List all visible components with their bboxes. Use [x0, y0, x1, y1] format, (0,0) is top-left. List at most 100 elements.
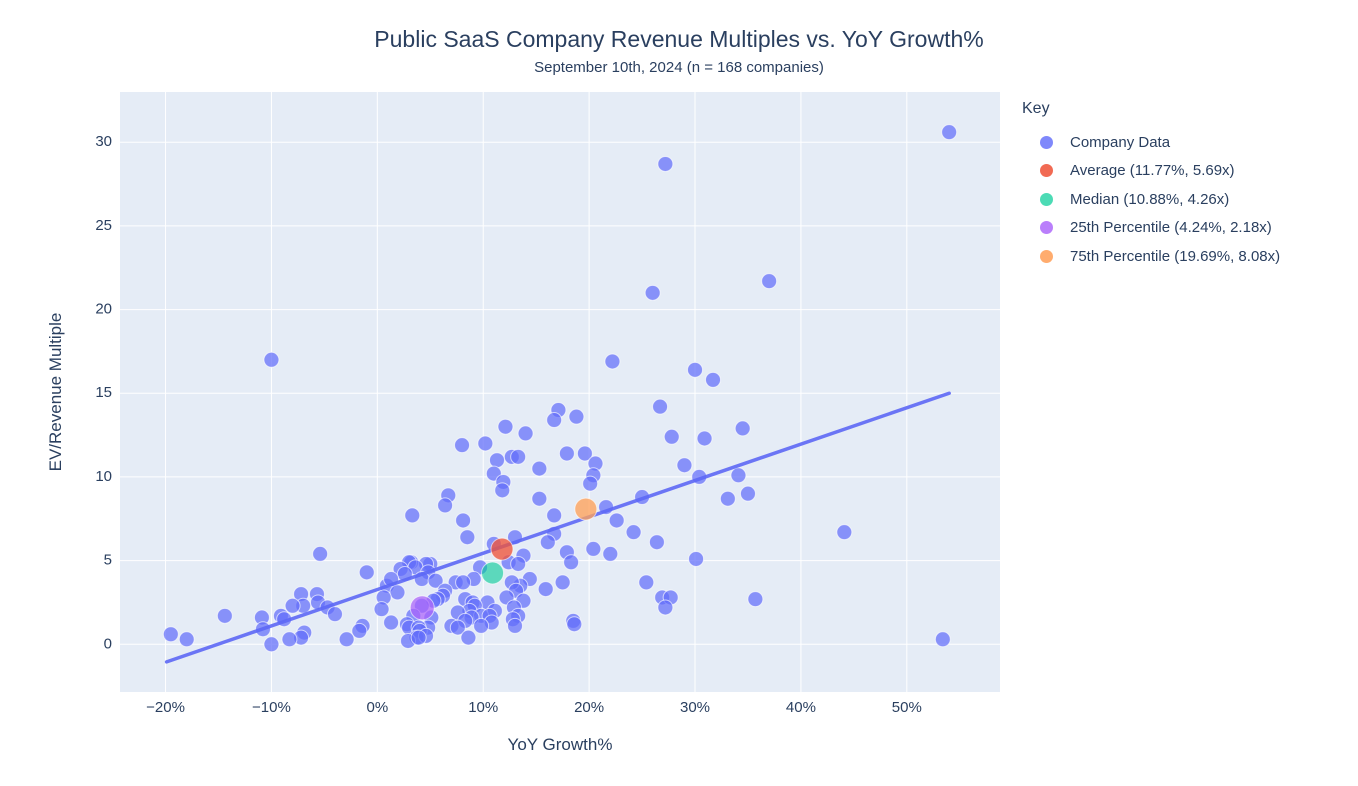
data-point[interactable] [410, 629, 427, 646]
data-point[interactable] [576, 445, 593, 462]
legend-item-company-data[interactable]: Company Data [1022, 128, 1352, 157]
data-point[interactable] [455, 574, 472, 591]
data-point[interactable] [510, 555, 527, 572]
data-point[interactable] [473, 617, 490, 634]
data-point[interactable] [761, 273, 778, 290]
data-point[interactable] [687, 361, 704, 378]
data-point[interactable] [934, 631, 951, 648]
data-point[interactable] [657, 155, 674, 172]
y-tick-label: 10 [95, 468, 112, 485]
data-point[interactable] [648, 534, 665, 551]
legend-item-label: Average (11.77%, 5.69x) [1070, 162, 1235, 180]
data-point[interactable] [539, 534, 556, 551]
x-tick-label: 50% [892, 699, 922, 716]
data-point[interactable] [638, 574, 655, 591]
data-point[interactable] [566, 616, 583, 633]
data-point[interactable] [836, 524, 853, 541]
data-point[interactable] [284, 597, 301, 614]
data-point[interactable] [747, 591, 764, 608]
data-point[interactable] [459, 529, 476, 546]
data-point[interactable] [497, 418, 514, 435]
data-point[interactable] [437, 497, 454, 514]
x-tick-label: −20% [146, 699, 185, 716]
legend-item-median[interactable]: Median (10.88%, 4.26x) [1022, 185, 1352, 214]
data-point[interactable] [263, 636, 280, 653]
data-point[interactable] [488, 452, 505, 469]
data-point[interactable] [216, 607, 233, 624]
data-point[interactable] [625, 524, 642, 541]
data-point[interactable] [326, 606, 343, 623]
data-point[interactable] [389, 584, 406, 601]
data-point[interactable] [730, 467, 747, 484]
data-point[interactable] [338, 631, 355, 648]
y-tick-label: 0 [104, 635, 112, 652]
data-point[interactable] [494, 482, 511, 499]
data-point[interactable] [739, 485, 756, 502]
data-point[interactable] [582, 475, 599, 492]
25th-percentile-marker[interactable] [409, 595, 435, 621]
data-point[interactable] [454, 437, 471, 454]
data-point[interactable] [358, 564, 375, 581]
data-point[interactable] [585, 540, 602, 557]
y-tick-label: 30 [95, 133, 112, 150]
data-point[interactable] [517, 425, 534, 442]
chart-title: Public SaaS Company Revenue Multiples vs… [374, 26, 984, 52]
legend-item-label: Median (10.88%, 4.26x) [1070, 190, 1230, 208]
legend-item-75th-percentile[interactable]: 75th Percentile (19.69%, 8.08x) [1022, 242, 1352, 271]
data-point[interactable] [644, 284, 661, 301]
data-point[interactable] [351, 622, 368, 639]
data-point[interactable] [602, 545, 619, 562]
data-point[interactable] [734, 420, 751, 437]
data-point[interactable] [719, 490, 736, 507]
median-swatch-icon [1040, 192, 1053, 206]
data-point[interactable] [676, 457, 693, 474]
x-tick-label: 30% [680, 699, 710, 716]
data-point[interactable] [312, 545, 329, 562]
average-swatch-icon [1040, 164, 1053, 178]
data-point[interactable] [263, 351, 280, 368]
data-point[interactable] [455, 512, 472, 529]
average-marker[interactable] [490, 537, 514, 561]
data-point[interactable] [178, 631, 195, 648]
data-point[interactable] [608, 512, 625, 529]
data-point[interactable] [477, 435, 494, 452]
data-point[interactable] [696, 430, 713, 447]
y-tick-label: 25 [95, 217, 112, 234]
data-point[interactable] [281, 631, 298, 648]
data-point[interactable] [554, 574, 571, 591]
company-data-swatch-icon [1040, 135, 1053, 149]
data-point[interactable] [506, 617, 523, 634]
median-marker[interactable] [481, 561, 505, 585]
data-point[interactable] [688, 550, 705, 567]
legend-item-average[interactable]: Average (11.77%, 5.69x) [1022, 157, 1352, 186]
data-point[interactable] [652, 398, 669, 415]
x-tick-label: −10% [252, 699, 291, 716]
data-point[interactable] [404, 507, 421, 524]
x-tick-label: 40% [786, 699, 816, 716]
data-point[interactable] [563, 554, 580, 571]
data-point[interactable] [941, 124, 958, 141]
data-point[interactable] [537, 581, 554, 598]
data-point[interactable] [531, 490, 548, 507]
data-point[interactable] [531, 460, 548, 477]
data-point[interactable] [449, 619, 466, 636]
legend-item-label: Company Data [1070, 133, 1171, 151]
data-point[interactable] [663, 428, 680, 445]
legend-item-label: 75th Percentile (19.69%, 8.08x) [1070, 247, 1281, 265]
data-point[interactable] [604, 353, 621, 370]
data-point[interactable] [383, 614, 400, 631]
data-point[interactable] [657, 599, 674, 616]
data-point[interactable] [373, 601, 390, 618]
75th-percentile-marker[interactable] [574, 497, 598, 521]
data-point[interactable] [546, 507, 563, 524]
data-point[interactable] [510, 448, 527, 465]
data-point[interactable] [558, 445, 575, 462]
data-point[interactable] [162, 626, 179, 643]
data-point[interactable] [546, 412, 563, 429]
legend-item-25th-percentile[interactable]: 25th Percentile (4.24%, 2.18x) [1022, 214, 1352, 243]
data-point[interactable] [705, 371, 722, 388]
x-axis-title: YoY Growth% [507, 735, 613, 754]
data-point[interactable] [427, 572, 444, 589]
data-point[interactable] [568, 408, 585, 425]
data-point[interactable] [460, 629, 477, 646]
